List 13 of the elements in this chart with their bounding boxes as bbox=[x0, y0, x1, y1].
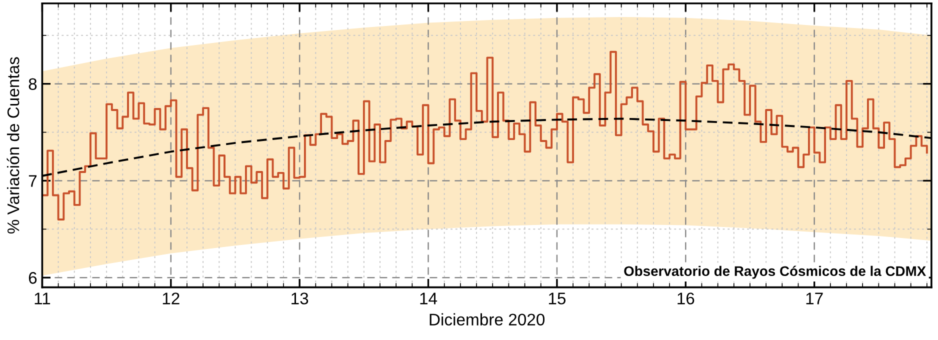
x-tick-label: 17 bbox=[806, 292, 823, 304]
x-tick-label: 14 bbox=[420, 292, 438, 304]
x-tick-label: 16 bbox=[678, 292, 694, 304]
x-tick-label: 12 bbox=[162, 292, 180, 304]
x-axis-title: Diciembre 2020 bbox=[430, 313, 545, 326]
x-tick-label: 15 bbox=[548, 292, 566, 304]
x-tick-label: 11 bbox=[34, 292, 50, 304]
y-tick-label: 6 bbox=[28, 272, 37, 284]
y-tick-label: 7 bbox=[28, 175, 37, 187]
annotation: Observatorio de Rayos Cósmicos de la CDMX bbox=[624, 266, 926, 279]
y-axis-title: % Variación de Cuentas bbox=[6, 57, 20, 234]
x-tick-label: 13 bbox=[292, 292, 308, 304]
y-tick-label: 8 bbox=[28, 78, 37, 90]
